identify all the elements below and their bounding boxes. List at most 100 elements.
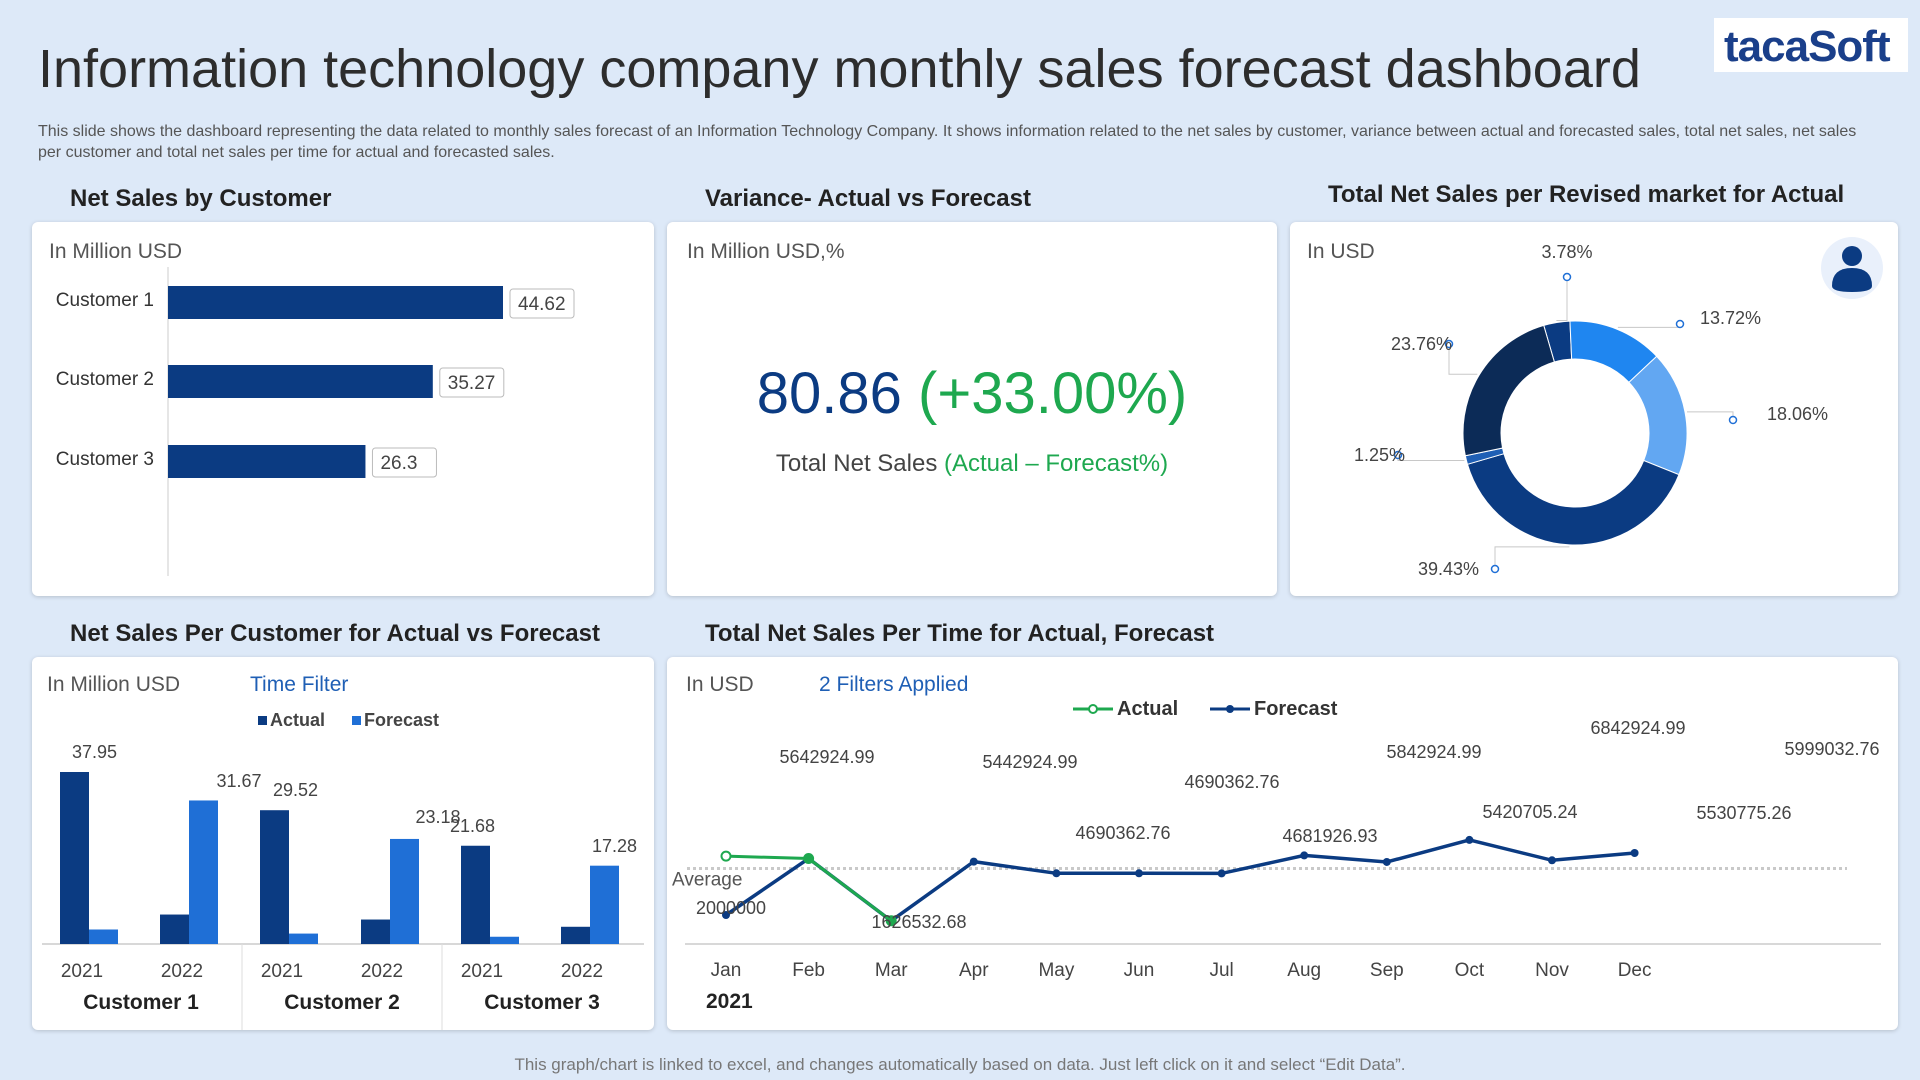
data-label: 17.28: [592, 836, 637, 856]
filters-applied-button[interactable]: 2 Filters Applied: [819, 673, 969, 696]
category-label: Customer 2: [56, 369, 154, 390]
bar-forecast: [490, 936, 519, 944]
customer-label: Customer 1: [83, 991, 199, 1014]
leader-dot: [1444, 339, 1454, 349]
per-customer-bar-chart[interactable]: Actual Forecast 2021 37.95 2022 31.67 Customer…: [32, 657, 654, 1030]
bar-actual: [461, 845, 490, 944]
leader-line: [1556, 277, 1568, 322]
month-label: Apr: [959, 960, 989, 981]
data-label: 21.68: [450, 816, 495, 836]
leader-dot: [1562, 272, 1572, 282]
actual-point: [803, 853, 815, 865]
month-label: Feb: [792, 960, 825, 981]
year-label: 2021: [461, 961, 503, 982]
bar-actual: [260, 810, 289, 944]
kpi-value: 80.86: [756, 361, 902, 426]
year-label: 2021: [706, 990, 753, 1013]
month-label: Sep: [1370, 960, 1404, 981]
unit-label: In USD: [686, 673, 754, 696]
month-label: Jan: [711, 960, 742, 981]
forecast-point: [1382, 857, 1391, 866]
revised-market-donut-chart[interactable]: 3.78% 13.72% 18.06% 39.43% 1.25% 23.76%: [1290, 222, 1898, 596]
variance-title: Variance- Actual vs Forecast: [705, 185, 1031, 212]
per-time-line-chart[interactable]: Average Jan Feb Mar Apr May Jun Jul Aug Sep Oct Nov…: [667, 657, 1898, 1030]
slice-label: 3.78%: [1541, 242, 1592, 262]
year-label: 2022: [161, 961, 203, 982]
variance-panel[interactable]: In Million USD,% 80.86 (+33.00%) Total N…: [667, 222, 1277, 596]
legend-label-actual: Actual: [270, 710, 325, 730]
data-label: 5842924.99: [1386, 742, 1481, 762]
donut-slice: [1466, 453, 1680, 546]
data-label: 26.3: [380, 453, 417, 474]
category-label: Customer 1: [56, 290, 154, 311]
year-label: 2021: [261, 961, 303, 982]
leader-line: [1617, 324, 1681, 328]
data-label: 4690362.76: [1075, 823, 1170, 843]
data-label: 5642924.99: [779, 747, 874, 767]
year-label: 2022: [361, 961, 403, 982]
month-label: Mar: [875, 960, 908, 981]
per-time-panel[interactable]: In USD 2 Filters Applied Average Jan Feb Ma…: [667, 657, 1898, 1030]
month-label: Aug: [1287, 960, 1321, 981]
data-label: 1626532.68: [871, 912, 966, 932]
month-label: Jun: [1124, 960, 1155, 981]
data-label: 4690362.76: [1184, 772, 1279, 792]
forecast-point: [722, 911, 730, 919]
leader-line: [1494, 546, 1570, 569]
forecast-point: [969, 857, 978, 866]
forecast-point: [1300, 851, 1309, 860]
net-sales-bar-chart[interactable]: Customer 1 44.62 Customer 2 35.27 Customer 3…: [32, 222, 654, 596]
leader-line: [1397, 455, 1465, 462]
per-customer-panel[interactable]: In Million USD Time Filter Actual Forecas…: [32, 657, 654, 1030]
revised-market-panel[interactable]: In USD 3.78% 13.72% 18.06% 39.43% 1.25% 23.76…: [1290, 222, 1898, 596]
user-icon: [1821, 237, 1883, 299]
data-label: 35.27: [448, 373, 496, 394]
data-label: 29.52: [273, 780, 318, 800]
month-label: Dec: [1618, 960, 1652, 981]
legend-marker-actual: [1088, 704, 1098, 714]
legend-label-actual: Actual: [1117, 698, 1178, 720]
bar-actual: [60, 772, 89, 944]
bar-forecast: [89, 929, 118, 944]
bar: [168, 445, 366, 478]
kpi-caption-sub: (Actual – Forecast%): [944, 450, 1169, 477]
donut-slice: [1462, 324, 1555, 457]
kpi-caption: Total Net Sales (Actual – Forecast%): [667, 450, 1277, 478]
per-time-title: Total Net Sales Per Time for Actual, For…: [705, 620, 1215, 647]
page-description: This slide shows the dashboard represent…: [38, 123, 1857, 161]
net-sales-by-customer-panel[interactable]: In Million USD Customer 1 44.62 Customer 2…: [32, 222, 654, 596]
legend-label-forecast: Forecast: [364, 710, 439, 730]
legend-swatch-actual: [258, 716, 267, 725]
actual-point: [885, 915, 897, 927]
year-label: 2022: [561, 961, 603, 982]
data-label-box: [439, 367, 505, 398]
category-label: Customer 3: [56, 449, 154, 470]
leader-dot: [1675, 319, 1685, 329]
bar-actual: [361, 919, 390, 944]
bar-forecast: [289, 933, 318, 944]
kpi-value-row: 80.86 (+33.00%): [667, 360, 1277, 427]
unit-label: In Million USD: [49, 240, 183, 263]
brand-logo: tacaSoft: [1714, 18, 1908, 72]
forecast-line: [725, 838, 1635, 923]
data-label: 5999032.76: [1784, 739, 1879, 759]
per-customer-title: Net Sales Per Customer for Actual vs For…: [70, 620, 600, 647]
unit-label: In Million USD,%: [687, 240, 845, 263]
leader-dot: [1393, 450, 1403, 460]
slice-label: 1.25%: [1354, 445, 1405, 465]
revised-market-title: Total Net Sales per Revised market for A…: [1328, 181, 1845, 208]
year-label: 2021: [61, 961, 103, 982]
unit-label: In USD: [1307, 240, 1375, 263]
bar-forecast: [390, 838, 419, 944]
leader-dot: [1728, 415, 1738, 425]
average-label: Average: [672, 870, 742, 891]
month-label: May: [1038, 960, 1074, 981]
logo-text: tacaSoft: [1724, 22, 1891, 71]
data-label: 6842924.99: [1590, 718, 1685, 738]
data-label: 37.95: [72, 742, 117, 762]
data-label: 44.62: [518, 294, 566, 315]
page-title: Information technology company monthly s…: [38, 39, 1641, 99]
customer-label: Customer 3: [484, 991, 600, 1014]
data-label: 2000000: [696, 898, 766, 918]
time-filter-button[interactable]: Time Filter: [250, 673, 349, 696]
